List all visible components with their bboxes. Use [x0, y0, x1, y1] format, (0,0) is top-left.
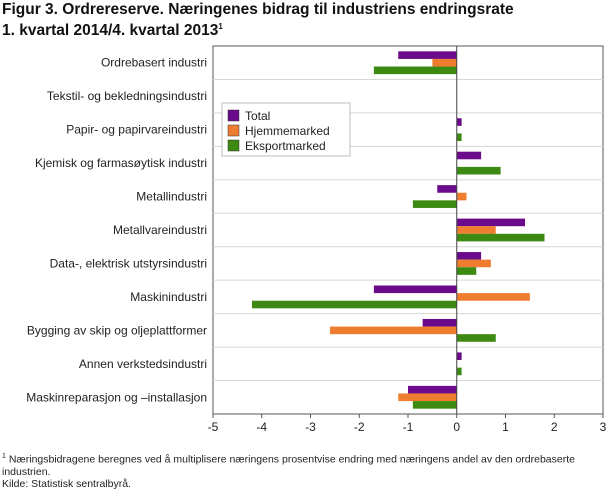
bar-eksportmarked: [412, 200, 457, 208]
bar-total: [398, 51, 457, 59]
bar-hjemmemarked: [398, 393, 457, 402]
bar-total: [373, 285, 457, 294]
title-footnote-marker: 1: [218, 22, 223, 31]
x-tick-label: 1: [502, 420, 509, 434]
category-label: Data-, elektrisk utstyrsindustri: [50, 256, 207, 270]
category-label: Papir- og papirvareindustri: [66, 123, 207, 137]
title-line-1: Figur 3. Ordrereserve. Næringenes bidrag…: [2, 1, 514, 18]
x-tick-label: 0: [453, 420, 460, 434]
x-tick-label: -1: [403, 420, 414, 434]
footnote: 1 Næringsbidragene beregnes ved å multip…: [2, 451, 602, 490]
bar-hjemmemarked: [330, 326, 457, 335]
legend-label-eksportmarked: Eksportmarked: [245, 139, 326, 153]
bar-total: [408, 385, 457, 394]
category-label: Maskinreparasjon og –installasjon: [26, 390, 207, 404]
footnote-text-line: 1 Næringsbidragene beregnes ved å multip…: [2, 451, 602, 478]
category-label: Metallvareindustri: [113, 223, 207, 237]
category-label: Metallindustri: [136, 190, 207, 204]
footnote-text: Næringsbidragene beregnes ved å multipli…: [2, 453, 575, 478]
bar-eksportmarked: [456, 367, 462, 376]
category-label: Ordrebasert industri: [101, 56, 207, 70]
bar-eksportmarked: [252, 300, 457, 309]
x-tick-label: 3: [600, 420, 607, 434]
bar-total: [456, 352, 462, 361]
chart-title: Figur 3. Ordrereserve. Næringenes bidrag…: [2, 1, 514, 39]
x-tick-label: -3: [305, 420, 316, 434]
bar-hjemmemarked: [456, 226, 496, 234]
bar-total: [456, 218, 525, 227]
bar-total: [456, 252, 482, 260]
bar-hjemmemarked: [456, 192, 467, 201]
bar-eksportmarked: [456, 233, 545, 242]
bar-eksportmarked: [456, 334, 496, 342]
title-line-2: 1. kvartal 2014/4. kvartal 2013: [2, 22, 219, 40]
bar-eksportmarked: [456, 133, 462, 142]
category-label: Annen verkstedsindustri: [79, 357, 207, 371]
bar-eksportmarked: [373, 66, 457, 75]
bar-total: [456, 118, 462, 126]
x-tick-label: -4: [256, 420, 267, 434]
legend-box: [221, 102, 351, 157]
legend-swatch-total: [227, 109, 240, 122]
legend-label-hjemmemarked: Hjemmemarked: [245, 124, 330, 138]
category-label: Maskinindustri: [130, 290, 207, 304]
bar-eksportmarked: [456, 166, 501, 175]
x-tick-label: -2: [354, 420, 365, 434]
legend-swatch-eksportmarked: [227, 139, 240, 152]
category-label: Kjemisk og farmasøytisk industri: [35, 156, 207, 170]
bar-total: [437, 185, 457, 193]
source-text: Kilde: Statistisk sentralbyrå.: [2, 477, 131, 490]
footnote-marker: 1: [2, 453, 6, 460]
x-tick-label: 2: [551, 420, 558, 434]
x-tick-label: -5: [208, 420, 219, 434]
bar-eksportmarked: [412, 401, 457, 409]
category-label: Tekstil- og bekledningsindustri: [47, 89, 207, 103]
bar-chart: Ordrebasert industri Tekstil- og bekledni…: [26, 45, 607, 434]
plot-area: [212, 45, 604, 415]
bar-total: [422, 318, 457, 327]
bar-hjemmemarked: [456, 293, 530, 301]
legend-swatch-hjemmemarked: [227, 124, 240, 137]
bar-hjemmemarked: [432, 58, 457, 67]
bar-hjemmemarked: [456, 259, 491, 268]
bar-eksportmarked: [456, 267, 477, 275]
category-label: Bygging av skip og oljeplattformer: [27, 323, 207, 337]
legend-label-total: Total: [245, 109, 270, 123]
bar-total: [456, 151, 482, 160]
